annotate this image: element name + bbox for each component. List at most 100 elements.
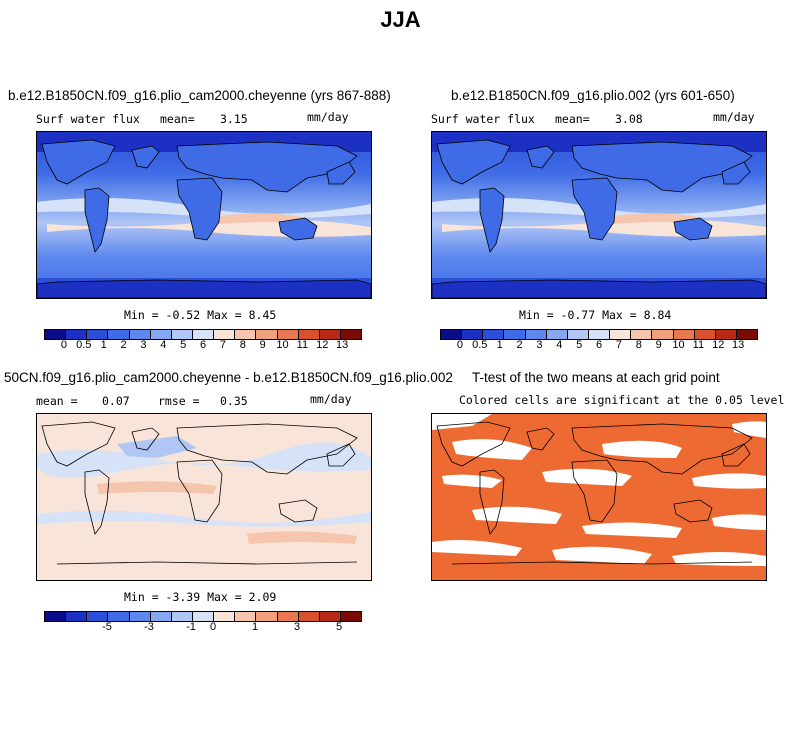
colorbar-cell [694, 330, 716, 339]
colorbar-tick: 11 [296, 339, 309, 351]
colorbar-cell [298, 612, 320, 621]
colorbar-cell [192, 612, 215, 621]
colorbar-cell [235, 330, 257, 339]
colorbar-cell [340, 330, 362, 339]
colorbar-tick: 10 [672, 339, 685, 351]
colorbar-tick: 13 [336, 339, 349, 351]
minmax-top-right: Min = -0.77 Max = 8.84 [519, 308, 672, 322]
colorbar-tick: 9 [655, 339, 662, 351]
colorbar-cell [214, 612, 236, 621]
colorbar-cell [171, 330, 193, 339]
mean-value-top-left: 3.15 [220, 112, 248, 126]
colorbar-cell [87, 330, 109, 339]
variable-label-top-left: Surf water flux [36, 112, 140, 126]
colorbar-cell [319, 612, 341, 621]
colorbar-cell [525, 330, 547, 339]
colorbar-cell [171, 612, 193, 621]
colorbar-tick: 0 [456, 339, 463, 351]
mean-value-top-right: 3.08 [615, 112, 643, 126]
colorbar-cell [108, 330, 130, 339]
colorbar-tick: 3 [293, 621, 301, 633]
colorbar-bottom-left [44, 611, 362, 622]
colorbar-cell [256, 330, 278, 339]
colorbar-cell [441, 330, 463, 339]
colorbar-tick: 9 [259, 339, 266, 351]
colorbar-cell [192, 330, 215, 339]
colorbar-tick: 2 [516, 339, 523, 351]
colorbar-tick: -1 [186, 621, 196, 633]
colorbar-cell [66, 612, 88, 621]
colorbar-cell [45, 612, 67, 621]
colorbar-cell [277, 612, 299, 621]
colorbar-cell [150, 330, 172, 339]
colorbar-tick: -5 [102, 621, 112, 633]
rmse-value-bottom-left: 0.35 [220, 394, 248, 408]
colorbar-cell [129, 612, 151, 621]
units-bottom-left: mm/day [310, 392, 352, 406]
colorbar-cell [483, 330, 505, 339]
colorbar-labels-top-left: 0 0.5 1 2 3 4 5 6 7 8 9 10 11 12 13 [44, 339, 362, 353]
units-top-left: mm/day [307, 110, 349, 124]
colorbar-tick: -3 [144, 621, 154, 633]
panel-title-top-right: b.e12.B1850CN.f09_g16.plio.002 (yrs 601-… [451, 88, 735, 103]
mean-value-bottom-left: 0.07 [102, 394, 130, 408]
panel-subtitle-bottom-right: Colored cells are significant at the 0.0… [459, 393, 785, 407]
panel-title-bottom-left: 50CN.f09_g16.plio_cam2000.cheyenne - b.e… [4, 370, 453, 385]
colorbar-tick: 0 [60, 339, 67, 351]
colorbar-top-left [44, 329, 362, 340]
colorbar-cell [235, 612, 257, 621]
colorbar-tick: 4 [556, 339, 563, 351]
colorbar-labels-bottom-left: -5 -3 -1 0 1 3 5 [44, 621, 362, 635]
colorbar-tick: 12 [316, 339, 329, 351]
colorbar-cell [631, 330, 653, 339]
colorbar-cell [319, 330, 341, 339]
colorbar-tick: 4 [160, 339, 167, 351]
colorbar-top-right [440, 329, 758, 340]
colorbar-tick: 0 [209, 621, 217, 633]
map-top-right [431, 131, 767, 299]
colorbar-cell [673, 330, 695, 339]
mean-label-top-right: mean= [555, 112, 590, 126]
colorbar-cell [87, 612, 109, 621]
figure-title: JJA [380, 7, 421, 32]
colorbar-cell [214, 330, 236, 339]
panel-title-bottom-right: T-test of the two means at each grid poi… [472, 370, 720, 385]
colorbar-tick: 10 [276, 339, 289, 351]
colorbar-tick: 5 [576, 339, 583, 351]
colorbar-cell [588, 330, 611, 339]
minmax-bottom-left: Min = -3.39 Max = 2.09 [124, 590, 277, 604]
colorbar-cell [66, 330, 88, 339]
map-top-left [36, 131, 372, 299]
colorbar-cell [546, 330, 568, 339]
colorbar-tick: 5 [180, 339, 187, 351]
variable-label-top-right: Surf water flux [431, 112, 535, 126]
map-bottom-left [36, 413, 372, 581]
colorbar-cell [567, 330, 589, 339]
colorbar-tick: 7 [615, 339, 622, 351]
rmse-label-bottom-left: rmse = [158, 394, 200, 408]
colorbar-tick: 8 [239, 339, 246, 351]
colorbar-tick: 7 [219, 339, 226, 351]
colorbar-cell [45, 330, 67, 339]
colorbar-cell [129, 330, 151, 339]
colorbar-tick: 2 [120, 339, 127, 351]
colorbar-cell [340, 612, 362, 621]
colorbar-cell [256, 612, 278, 621]
colorbar-labels-top-right: 0 0.5 1 2 3 4 5 6 7 8 9 10 11 12 13 [440, 339, 758, 353]
minmax-top-left: Min = -0.52 Max = 8.45 [124, 308, 277, 322]
colorbar-tick: 1 [251, 621, 259, 633]
units-top-right: mm/day [713, 110, 755, 124]
colorbar-tick: 11 [692, 339, 705, 351]
colorbar-cell [652, 330, 674, 339]
colorbar-cell [736, 330, 758, 339]
colorbar-tick: 6 [595, 339, 603, 351]
colorbar-tick: 8 [635, 339, 642, 351]
colorbar-cell [150, 612, 172, 621]
colorbar-tick: 1 [496, 339, 503, 351]
colorbar-tick: 0.5 [76, 339, 92, 351]
colorbar-tick: 1 [100, 339, 107, 351]
colorbar-cell [462, 330, 484, 339]
colorbar-tick: 12 [712, 339, 725, 351]
map-bottom-right [431, 413, 767, 581]
colorbar-cell [108, 612, 130, 621]
